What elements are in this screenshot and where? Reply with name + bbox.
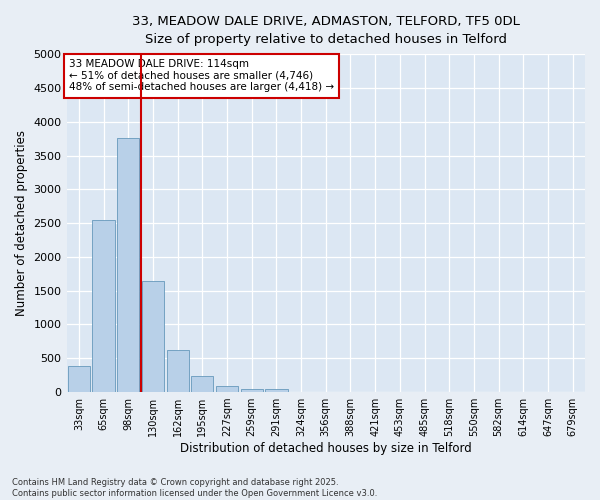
Bar (142, 280, 164, 392)
Bar (92, 220, 115, 392)
Bar (216, 386, 238, 392)
Text: 33 MEADOW DALE DRIVE: 114sqm
← 51% of detached houses are smaller (4,746)
48% of: 33 MEADOW DALE DRIVE: 114sqm ← 51% of de… (69, 59, 334, 92)
Title: 33, MEADOW DALE DRIVE, ADMASTON, TELFORD, TF5 0DL
Size of property relative to d: 33, MEADOW DALE DRIVE, ADMASTON, TELFORD… (132, 15, 520, 46)
Bar (265, 390, 287, 392)
Bar (117, 138, 139, 392)
Y-axis label: Number of detached properties: Number of detached properties (15, 130, 28, 316)
Bar (167, 350, 189, 392)
Text: Contains HM Land Registry data © Crown copyright and database right 2025.
Contai: Contains HM Land Registry data © Crown c… (12, 478, 377, 498)
Bar (241, 388, 263, 392)
X-axis label: Distribution of detached houses by size in Telford: Distribution of detached houses by size … (180, 442, 472, 455)
Bar (68, 366, 90, 392)
Bar (191, 376, 214, 392)
